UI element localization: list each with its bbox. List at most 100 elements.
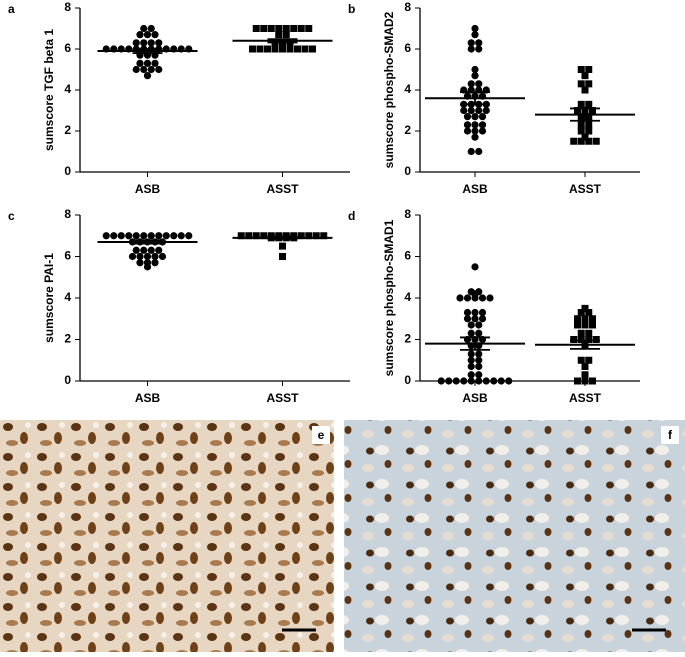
point [445, 377, 453, 385]
point [471, 308, 479, 317]
point [294, 45, 301, 53]
y-tick-label: 4 [64, 290, 71, 304]
point [463, 308, 472, 317]
y-tick-label: 0 [64, 373, 71, 387]
point [279, 253, 286, 260]
point [155, 39, 163, 47]
point [585, 336, 593, 343]
point [140, 65, 148, 74]
x-tick-label: ASB [462, 182, 488, 196]
point [577, 336, 585, 343]
point [577, 127, 585, 135]
point [271, 45, 279, 53]
point [577, 356, 585, 364]
point [475, 80, 483, 88]
y-tick-label: 8 [64, 207, 71, 221]
sem-bar [132, 48, 163, 54]
point [471, 113, 479, 121]
point [585, 66, 593, 73]
point [151, 31, 159, 39]
point [143, 31, 152, 39]
point [475, 356, 483, 364]
point [471, 121, 479, 129]
y-axis-label: sumscore PAI-1 [42, 253, 56, 343]
y-tick-label: 6 [404, 41, 411, 55]
point [140, 39, 148, 47]
y-tick-label: 0 [404, 373, 411, 387]
point [475, 321, 483, 329]
y-axis-label: sumscore phospho-SMAD2 [382, 11, 396, 168]
point [143, 59, 152, 67]
y-tick-label: 6 [64, 41, 71, 55]
point [581, 133, 589, 141]
charts: a sumscore TGF beta 1 0 2 4 6 8 ASB ASST b sumscor… [8, 0, 640, 405]
point [132, 39, 140, 47]
x-tick-label: ASST [266, 182, 299, 196]
point [581, 72, 589, 80]
point [140, 246, 148, 254]
micrograph [0, 420, 334, 652]
point [589, 315, 596, 323]
y-tick-label: 2 [64, 123, 71, 137]
point [577, 113, 585, 121]
point [577, 309, 585, 317]
label-box [661, 426, 679, 444]
x-tick-label: ASB [135, 391, 161, 405]
point [143, 263, 152, 271]
point [256, 45, 264, 53]
panel-label: e [318, 428, 325, 442]
point [574, 315, 581, 323]
point [471, 65, 479, 74]
sem-bar [570, 339, 600, 350]
point [471, 72, 479, 80]
y-tick-label: 2 [404, 332, 411, 346]
point [592, 137, 600, 145]
point [475, 350, 483, 358]
point [471, 24, 479, 33]
point [237, 232, 245, 240]
point [117, 232, 125, 240]
point [581, 362, 589, 370]
point [463, 113, 472, 121]
point [170, 232, 178, 240]
point [577, 66, 585, 73]
point [140, 24, 148, 33]
point [301, 45, 309, 53]
point [581, 321, 589, 329]
panel-label: f [668, 428, 673, 442]
point [574, 377, 581, 385]
x-tick-label: ASB [462, 391, 488, 405]
point [264, 45, 271, 53]
point [147, 39, 155, 47]
point [467, 80, 475, 88]
point [585, 309, 593, 317]
panel-label: a [8, 2, 15, 16]
point [475, 377, 483, 385]
point [128, 252, 137, 261]
point [482, 377, 490, 385]
point [290, 25, 298, 32]
point [577, 121, 585, 129]
x-tick-label: ASB [135, 182, 161, 196]
point [452, 377, 460, 385]
point [177, 232, 185, 240]
sem-bar [460, 336, 490, 351]
point [467, 106, 475, 115]
point [585, 121, 593, 129]
y-tick-label: 2 [404, 123, 411, 137]
point [309, 45, 316, 53]
point [140, 232, 148, 240]
point [136, 252, 144, 261]
sem-bar [460, 91, 490, 106]
x-tick-label: ASST [266, 391, 299, 405]
point [305, 25, 313, 32]
point [312, 232, 320, 240]
point [252, 25, 260, 32]
point [467, 45, 475, 53]
point [467, 39, 475, 47]
point [505, 377, 513, 385]
point [320, 232, 328, 240]
point [463, 294, 472, 302]
point [467, 356, 475, 364]
